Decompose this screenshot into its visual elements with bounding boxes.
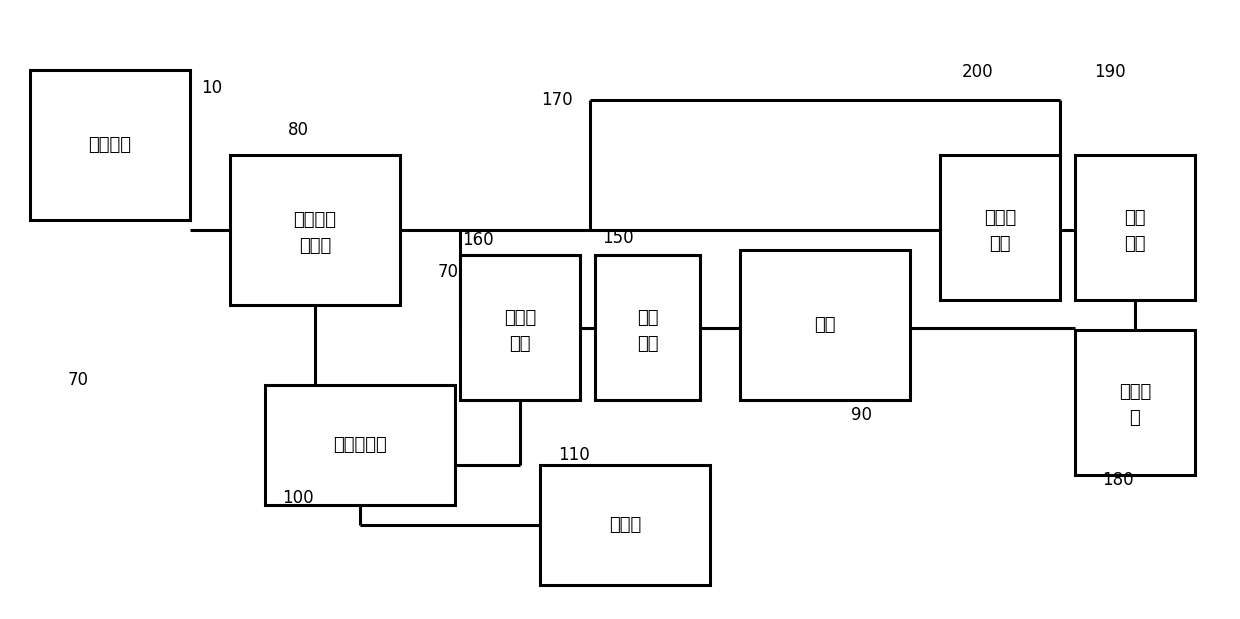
- Text: 70: 70: [438, 263, 459, 281]
- Bar: [740, 250, 910, 400]
- Text: 180: 180: [1102, 471, 1133, 489]
- Bar: [940, 155, 1060, 300]
- Bar: [229, 155, 401, 305]
- Text: 数据采集器: 数据采集器: [334, 436, 387, 454]
- Text: 110: 110: [558, 446, 590, 464]
- Bar: [265, 385, 455, 505]
- Text: 70: 70: [67, 371, 88, 389]
- Text: 90: 90: [852, 406, 873, 424]
- Text: 阀门: 阀门: [637, 334, 658, 352]
- Bar: [1075, 330, 1195, 475]
- Text: 80: 80: [288, 121, 309, 139]
- Bar: [595, 255, 701, 400]
- Bar: [539, 465, 711, 585]
- Text: 第二: 第二: [1125, 209, 1146, 227]
- Text: 200: 200: [962, 63, 993, 81]
- Bar: [30, 70, 190, 220]
- Text: 170: 170: [541, 91, 573, 109]
- Text: 第二流: 第二流: [983, 209, 1016, 227]
- Text: 油井套管: 油井套管: [88, 136, 131, 154]
- Text: 传感器: 传感器: [299, 237, 331, 255]
- Text: 阀门: 阀门: [1125, 235, 1146, 253]
- Text: 100: 100: [283, 489, 314, 507]
- Text: 器: 器: [1130, 410, 1141, 428]
- Text: 主控机: 主控机: [609, 516, 641, 534]
- Bar: [460, 255, 580, 400]
- Bar: [1075, 155, 1195, 300]
- Text: 10: 10: [201, 79, 222, 97]
- Text: 量计: 量计: [990, 235, 1011, 253]
- Text: 水泵: 水泵: [815, 316, 836, 334]
- Text: 第一流: 第一流: [503, 308, 536, 326]
- Text: 190: 190: [1094, 63, 1126, 81]
- Text: 量计: 量计: [510, 334, 531, 352]
- Text: 150: 150: [603, 229, 634, 247]
- Text: 第一: 第一: [637, 308, 658, 326]
- Text: 第一应力: 第一应力: [294, 211, 336, 229]
- Text: 回流容: 回流容: [1118, 384, 1151, 402]
- Text: 160: 160: [463, 231, 494, 249]
